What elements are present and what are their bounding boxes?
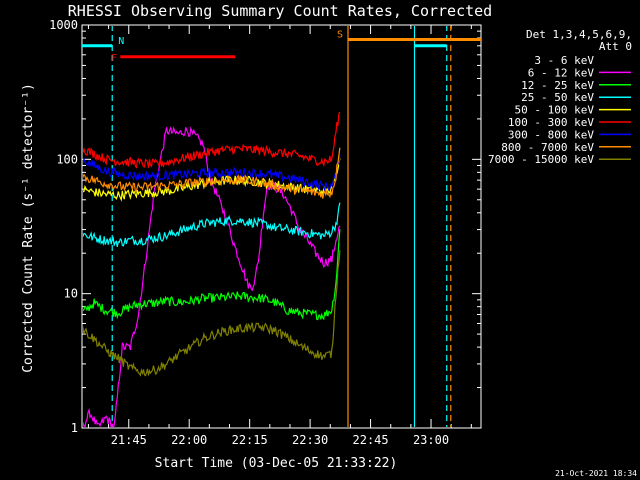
series-line-0 xyxy=(129,148,341,427)
x-tick-label: 22:15 xyxy=(232,433,268,447)
series-line-2 xyxy=(83,229,341,321)
x-axis-label: Start Time (03-Dec-05 21:33:22) xyxy=(155,456,398,471)
x-tick-label: 21:45 xyxy=(111,433,147,447)
y-tick-label: 100 xyxy=(56,152,78,166)
footer-date: 21-Oct-2021 18:34 xyxy=(555,469,637,478)
flag-label-f: F xyxy=(111,53,117,64)
data-layer xyxy=(83,26,452,427)
legend-entry-label: 25 - 50 keV xyxy=(521,91,594,104)
x-tick-label: 22:30 xyxy=(292,433,328,447)
legend-header: Att 0 xyxy=(599,40,632,53)
legend-entry-label: 50 - 100 keV xyxy=(515,104,595,117)
series-line-8 xyxy=(83,250,341,377)
flag-label-n: N xyxy=(118,36,124,47)
series-line-3 xyxy=(83,202,341,248)
y-tick-label: 10 xyxy=(64,287,78,301)
legend-entry-label: 12 - 25 keV xyxy=(521,79,594,92)
plot-area: 1 10 100 1000 21:45 22:00 22:15 22:30 22:45 23:00… xyxy=(49,18,482,447)
legend-entry-label: 3 - 6 keV xyxy=(534,54,594,67)
legend-entry-label: 100 - 300 keV xyxy=(508,116,594,129)
series-line-5 xyxy=(83,111,341,169)
legend-entry-label: 300 - 800 keV xyxy=(508,128,594,141)
y-tick-label: 1000 xyxy=(49,18,78,32)
series-line-1 xyxy=(83,125,341,427)
x-tick-label: 23:00 xyxy=(413,433,449,447)
chart-title: RHESSI Observing Summary Count Rates, Co… xyxy=(68,2,492,20)
legend-header: Det 1,3,4,5,6,9, xyxy=(526,28,632,41)
x-tick-label: 22:45 xyxy=(353,433,389,447)
series-line-6 xyxy=(83,154,341,192)
y-tick-label: 1 xyxy=(71,421,78,435)
x-tick-label: 22:00 xyxy=(171,433,207,447)
plot-frame xyxy=(81,24,482,429)
legend-entry-label: 7000 - 15000 keV xyxy=(488,153,594,166)
legend-entry-label: 800 - 7000 keV xyxy=(501,141,594,154)
legend-entry-label: 6 - 12 keV xyxy=(528,66,595,79)
flag-label-s: S xyxy=(337,29,343,40)
series-line-7 xyxy=(83,147,341,199)
y-axis-label: Corrected Count Rate (s⁻¹ detector⁻¹) xyxy=(21,83,36,373)
